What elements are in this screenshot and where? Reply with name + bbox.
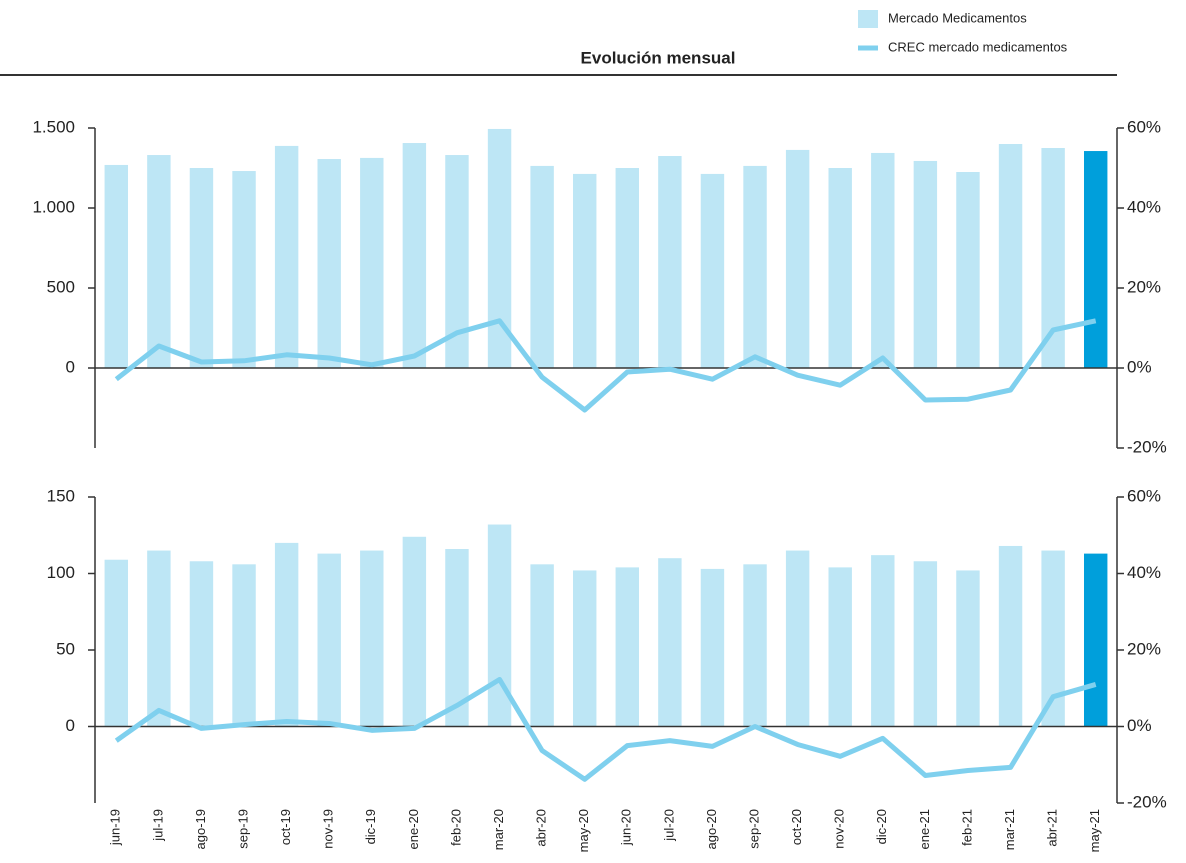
bar [913, 561, 938, 727]
bar [1083, 553, 1108, 727]
bar [445, 549, 469, 727]
x-tick-label: abr-20 [534, 809, 549, 847]
x-tick-label: jun-19 [108, 809, 123, 846]
bar [785, 550, 810, 727]
y2-tick-label: 0% [1127, 716, 1152, 735]
x-tick-label: jul-19 [150, 809, 165, 842]
x-tick-label: jul-20 [661, 809, 676, 842]
bar [530, 165, 554, 368]
y2-tick-label: 60% [1127, 486, 1161, 505]
bar [317, 553, 341, 727]
bar [360, 157, 384, 368]
bar [615, 567, 640, 727]
x-tick-label: jun-20 [619, 809, 634, 846]
bar [700, 568, 725, 727]
y2-tick-label: 40% [1127, 563, 1161, 582]
bar [956, 570, 980, 727]
y2-tick-label: -20% [1127, 437, 1167, 456]
y2-tick-label: 40% [1127, 197, 1161, 216]
y-tick-label: 100 [47, 563, 75, 582]
x-tick-label: oct-19 [278, 809, 293, 845]
bar [998, 144, 1023, 368]
bar [317, 159, 341, 368]
bar [487, 128, 512, 368]
bar [104, 559, 129, 727]
bar [743, 564, 767, 727]
x-tick-label: ene-21 [917, 809, 932, 849]
bar [1041, 550, 1065, 727]
bar [232, 564, 256, 727]
bar [274, 542, 299, 727]
legend-label: CREC mercado medicamentos [888, 39, 1068, 54]
y2-tick-label: 60% [1127, 117, 1161, 136]
y-tick-label: 0 [66, 357, 75, 376]
x-tick-label: sep-20 [746, 809, 761, 849]
y-tick-label: 1.000 [32, 197, 75, 216]
y-tick-label: 500 [47, 277, 75, 296]
y2-tick-label: -20% [1127, 792, 1167, 811]
line [114, 676, 1097, 782]
y-tick-label: 1.500 [32, 117, 75, 136]
bar [998, 545, 1023, 727]
bar [530, 564, 554, 727]
x-tick-label: mar-20 [491, 809, 506, 850]
bar [402, 536, 427, 727]
chart-title: Evolución mensual [581, 48, 736, 67]
y2-tick-label: 0% [1127, 357, 1152, 376]
line [114, 318, 1097, 413]
x-tick-label: nov-20 [832, 809, 847, 849]
x-tick-label: feb-21 [959, 809, 974, 846]
bar [487, 524, 512, 727]
x-tick-label: dic-20 [874, 809, 889, 844]
bar [1041, 148, 1065, 368]
x-tick-label: ene-20 [406, 809, 421, 849]
x-tick-label: dic-19 [363, 809, 378, 844]
bar [360, 550, 384, 727]
y-tick-label: 0 [66, 716, 75, 735]
bar [572, 173, 597, 368]
x-tick-label: ago-19 [193, 809, 208, 849]
bar [828, 567, 852, 727]
y2-tick-label: 20% [1127, 277, 1161, 296]
bar [828, 168, 852, 368]
bar [189, 561, 214, 727]
x-tick-label: mar-21 [1002, 809, 1017, 850]
bar [785, 149, 810, 368]
bar [956, 172, 980, 368]
x-tick-label: abr-21 [1045, 809, 1060, 847]
y2-tick-label: 20% [1127, 639, 1161, 658]
bar [871, 555, 895, 727]
bar [700, 173, 725, 368]
bar [615, 168, 640, 368]
bar [658, 558, 682, 727]
x-tick-label: may-21 [1087, 809, 1102, 852]
x-tick-label: may-20 [576, 809, 591, 852]
bar [572, 570, 597, 727]
bar [445, 155, 469, 368]
bar [274, 145, 299, 368]
legend-swatch [858, 10, 878, 28]
y-tick-label: 50 [56, 639, 75, 658]
x-tick-label: nov-19 [321, 809, 336, 849]
bar [871, 152, 895, 368]
y-tick-label: 150 [47, 486, 75, 505]
bar [1083, 151, 1108, 368]
x-tick-label: oct-20 [789, 809, 804, 845]
bar [743, 165, 767, 368]
x-tick-label: sep-19 [235, 809, 250, 849]
legend-label: Mercado Medicamentos [888, 10, 1027, 25]
bar [147, 550, 171, 727]
bar [104, 164, 129, 368]
bar [147, 155, 171, 368]
bar [232, 171, 256, 368]
x-tick-label: ago-20 [704, 809, 719, 849]
bar [402, 143, 427, 368]
bar [658, 156, 682, 368]
bar [913, 160, 938, 368]
x-tick-label: feb-20 [448, 809, 463, 846]
bar [189, 168, 214, 368]
